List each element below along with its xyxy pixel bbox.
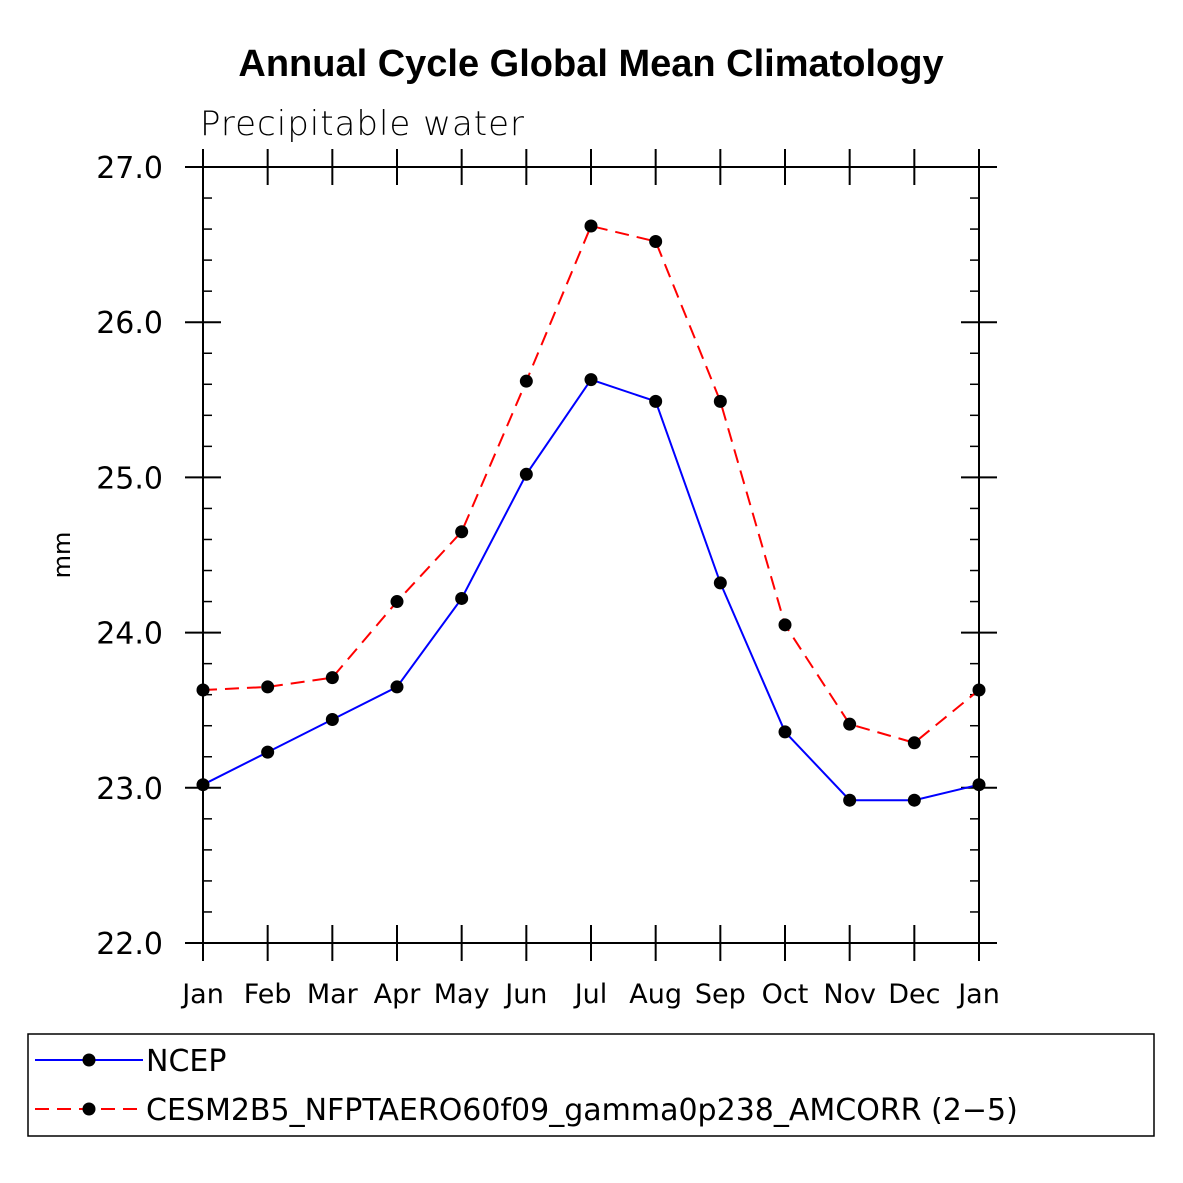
x-tick-label: Jan: [956, 979, 1000, 1010]
legend-label-0: NCEP: [146, 1044, 226, 1079]
y-tick-label: 27.0: [96, 151, 163, 186]
y-axis-label: mm: [48, 532, 76, 579]
x-tick-label: Dec: [888, 979, 940, 1010]
x-tick-labels: Jan Feb Mar Apr May Jun Jul Aug Sep Oct Nov Dec Jan: [180, 979, 1000, 1010]
data-point-0: [519, 467, 533, 481]
data-point-0: [390, 680, 404, 694]
legend-box: [27, 1033, 1155, 1137]
legend-items: NCEP CESM2B5_NFPTAERO60f09_gamma0p238_AMC…: [35, 1044, 1018, 1128]
data-point-0: [584, 373, 598, 387]
data-point-1: [778, 618, 792, 632]
series-layer: [196, 219, 986, 807]
x-tick-label: Aug: [629, 979, 682, 1010]
legend-label-1: CESM2B5_NFPTAERO60f09_gamma0p238_AMCORR …: [146, 1093, 1018, 1128]
data-point-1: [390, 595, 404, 609]
x-tick-label: Jul: [573, 979, 608, 1010]
data-point-1: [843, 717, 857, 731]
data-point-0: [649, 394, 663, 408]
x-tick-label: Oct: [762, 979, 809, 1010]
data-point-0: [778, 725, 792, 739]
series-line-1: [202, 224, 980, 744]
plot-frame: [202, 166, 980, 944]
x-tick-label: Feb: [244, 979, 292, 1010]
data-point-1: [519, 374, 533, 388]
y-tick-label: 25.0: [96, 461, 163, 496]
chart-subtitle: Precipitable water: [200, 104, 525, 144]
axis-ticks: [185, 149, 997, 961]
x-tick-label: Jan: [180, 979, 224, 1010]
data-point-1: [649, 234, 663, 248]
data-point-0: [843, 793, 857, 807]
data-point-0: [325, 713, 339, 727]
data-point-1: [261, 680, 275, 694]
data-point-1: [325, 671, 339, 685]
x-tick-label: Mar: [307, 979, 359, 1010]
chart-title: Annual Cycle Global Mean Climatology: [238, 43, 943, 85]
legend-marker-0: [82, 1053, 96, 1067]
y-tick-labels: 22.0 23.0 24.0 25.0 26.0 27.0: [96, 151, 163, 962]
x-tick-label: Apr: [374, 979, 422, 1010]
data-point-1: [907, 736, 921, 750]
data-point-1: [455, 525, 469, 539]
data-point-0: [455, 591, 469, 605]
y-tick-label: 22.0: [96, 927, 163, 962]
y-tick-label: 26.0: [96, 306, 163, 341]
data-point-1: [713, 394, 727, 408]
y-tick-label: 23.0: [96, 772, 163, 807]
data-point-0: [261, 745, 275, 759]
data-point-0: [907, 793, 921, 807]
legend: NCEP CESM2B5_NFPTAERO60f09_gamma0p238_AMC…: [27, 1033, 1155, 1137]
legend-marker-1: [82, 1102, 96, 1116]
data-point-0: [713, 576, 727, 590]
y-tick-label: 24.0: [96, 617, 163, 652]
series-line-0: [202, 378, 980, 802]
data-point-1: [584, 219, 598, 233]
x-tick-label: May: [434, 979, 490, 1010]
x-tick-label: Sep: [695, 979, 746, 1010]
x-tick-label: Nov: [823, 979, 876, 1010]
x-tick-label: Jun: [503, 979, 547, 1010]
